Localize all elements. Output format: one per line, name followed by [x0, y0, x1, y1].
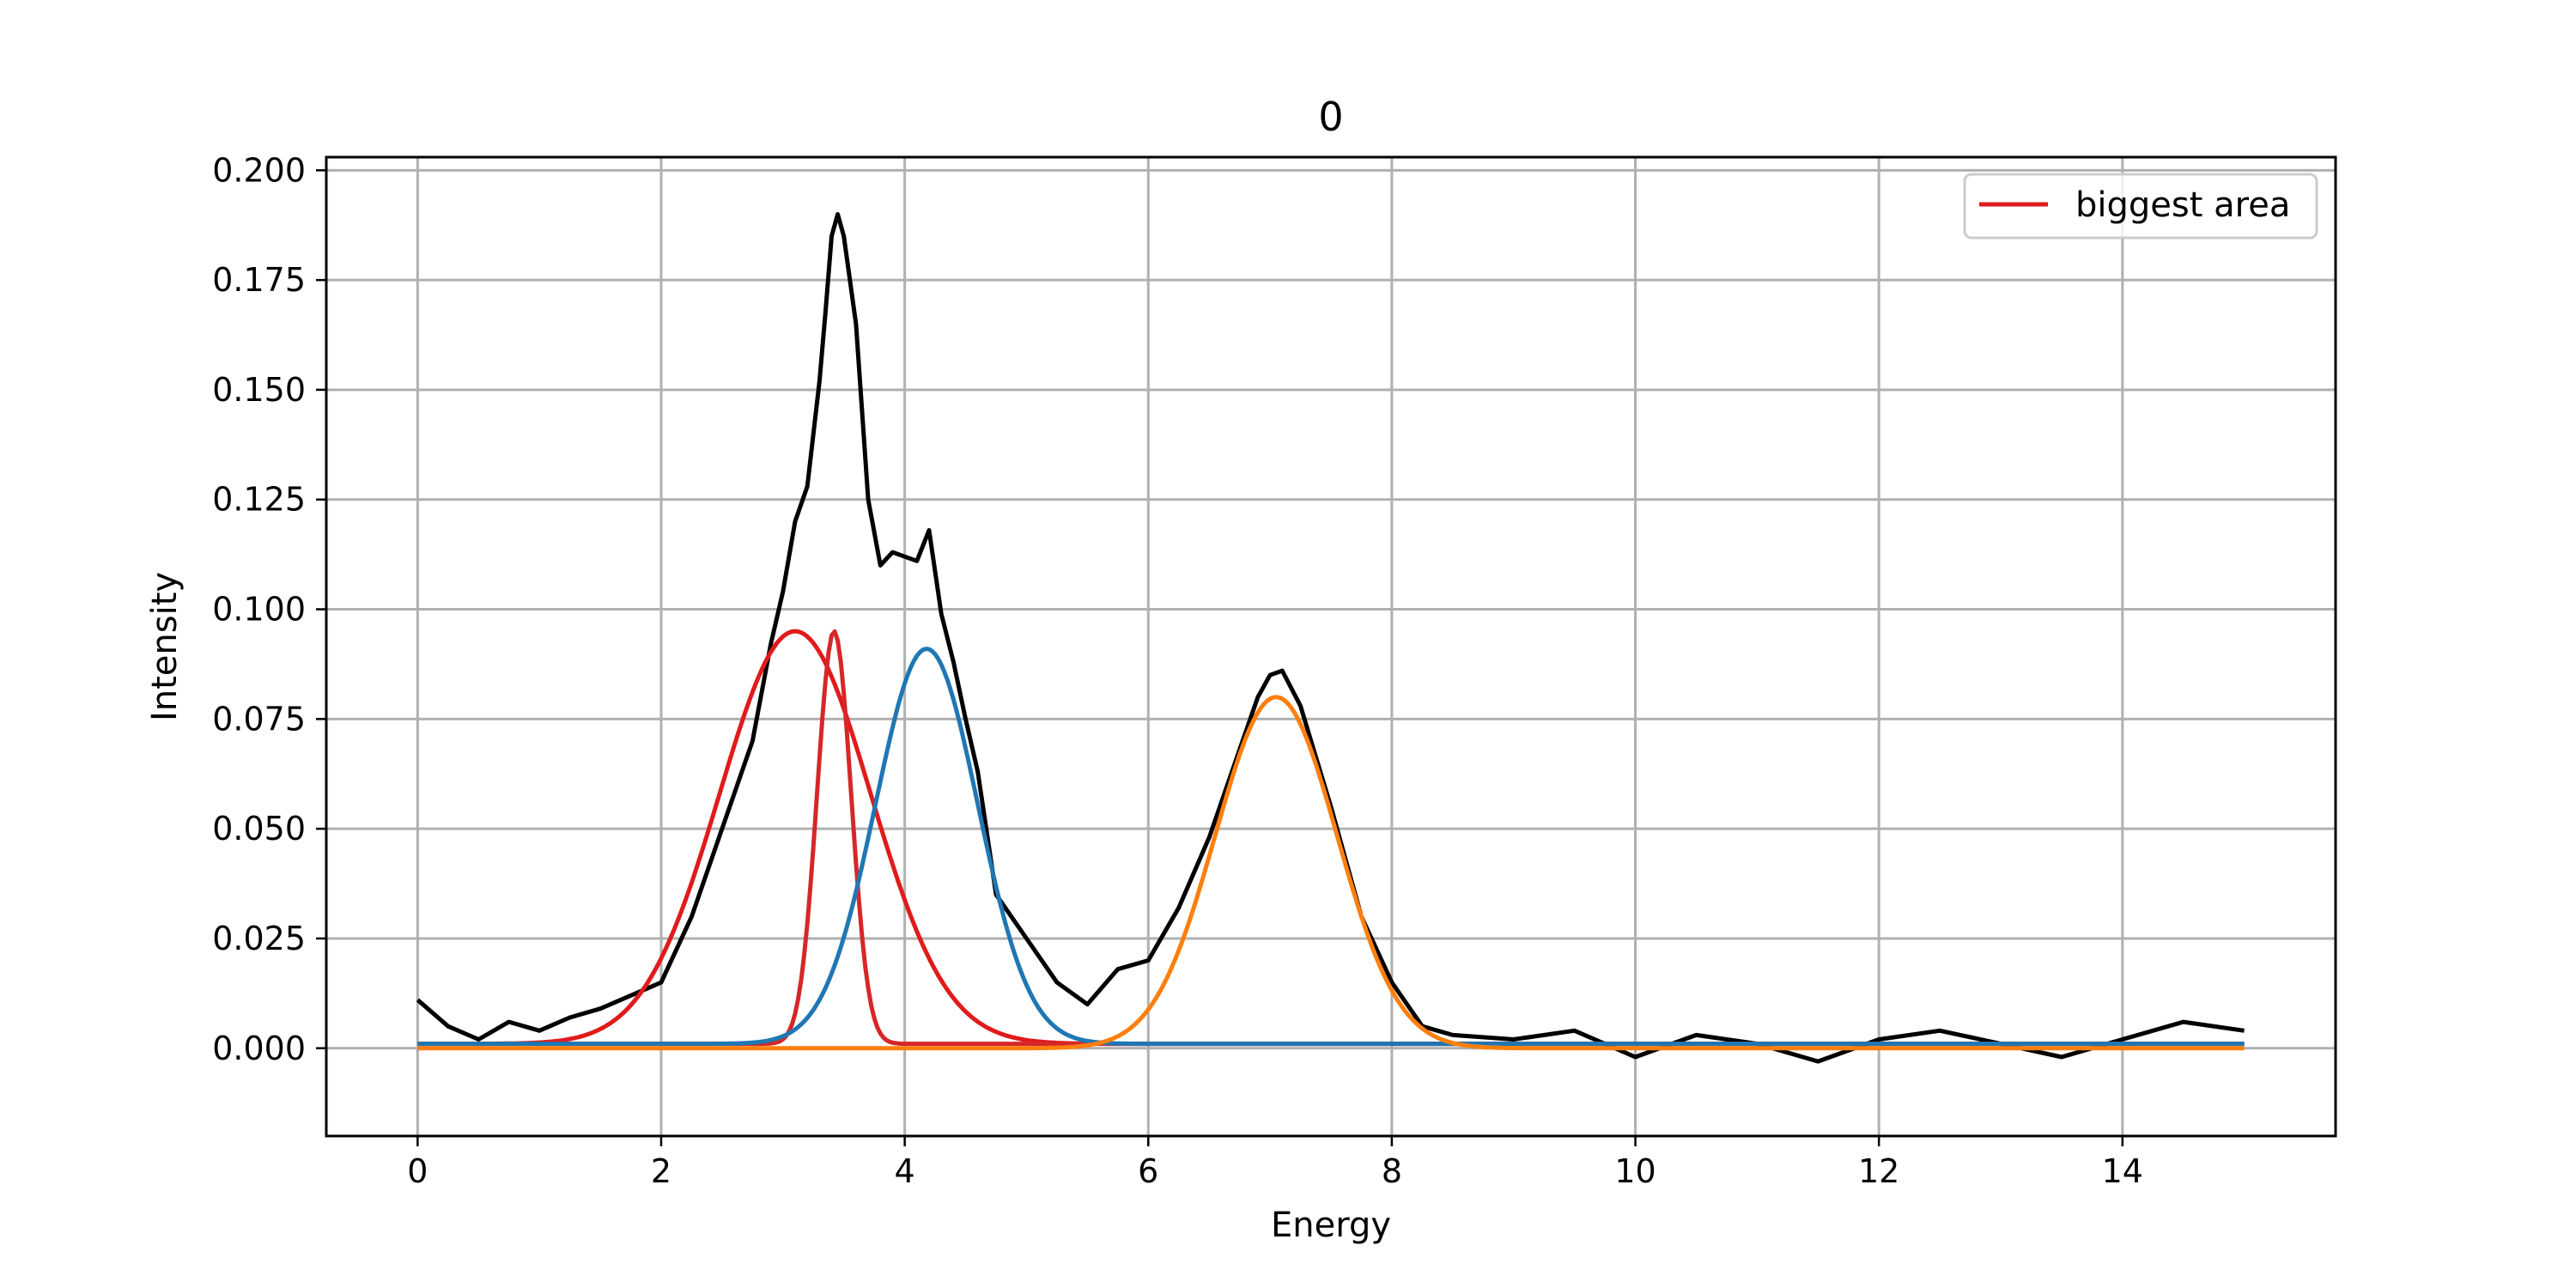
legend-box	[1963, 173, 2318, 240]
x-tick-label: 12	[1858, 1152, 1899, 1190]
series-data	[416, 212, 2245, 1064]
x-tick-label: 2	[651, 1152, 671, 1190]
y-axis: 0.000 0.025 0.050 0.075 0.100 0.125 0.150 0.175…	[212, 151, 326, 1067]
y-tick-label: 0.050	[212, 810, 306, 848]
x-tick-label: 14	[2102, 1152, 2143, 1190]
y-tick-label: 0.025	[212, 920, 306, 957]
x-tick-label: 10	[1614, 1152, 1656, 1190]
y-tick-label: 0.150	[212, 371, 306, 409]
legend-label-biggest-area: biggest area	[2075, 185, 2290, 225]
chart-title: 0	[1318, 94, 1343, 140]
y-tick-label: 0.075	[212, 700, 306, 738]
y-tick-label: 0.125	[212, 481, 306, 519]
y-axis-label: Intensity	[145, 572, 185, 721]
series-blue-peak	[417, 647, 2245, 1047]
x-tick-label: 6	[1138, 1152, 1158, 1190]
y-tick-label: 0.200	[212, 151, 306, 189]
legend: biggest area	[1963, 173, 2318, 240]
series-broad-peak-biggest-area	[417, 629, 2245, 1047]
x-axis: 0 2 4 6 8 10 12 14	[407, 1136, 2143, 1190]
y-tick-label: 0.175	[212, 261, 306, 299]
grid	[326, 157, 2336, 1136]
y-tick-label: 0.100	[212, 591, 306, 629]
x-tick-label: 8	[1382, 1152, 1402, 1190]
x-axis-label: Energy	[1271, 1206, 1391, 1245]
plot-area	[416, 212, 2245, 1064]
y-tick-label: 0.000	[212, 1030, 306, 1067]
x-tick-label: 0	[407, 1152, 428, 1190]
series-narrow-peak	[417, 629, 2245, 1047]
axes-frame	[325, 155, 2337, 1138]
series-orange-peak	[417, 695, 2245, 1051]
x-tick-label: 4	[895, 1152, 915, 1190]
